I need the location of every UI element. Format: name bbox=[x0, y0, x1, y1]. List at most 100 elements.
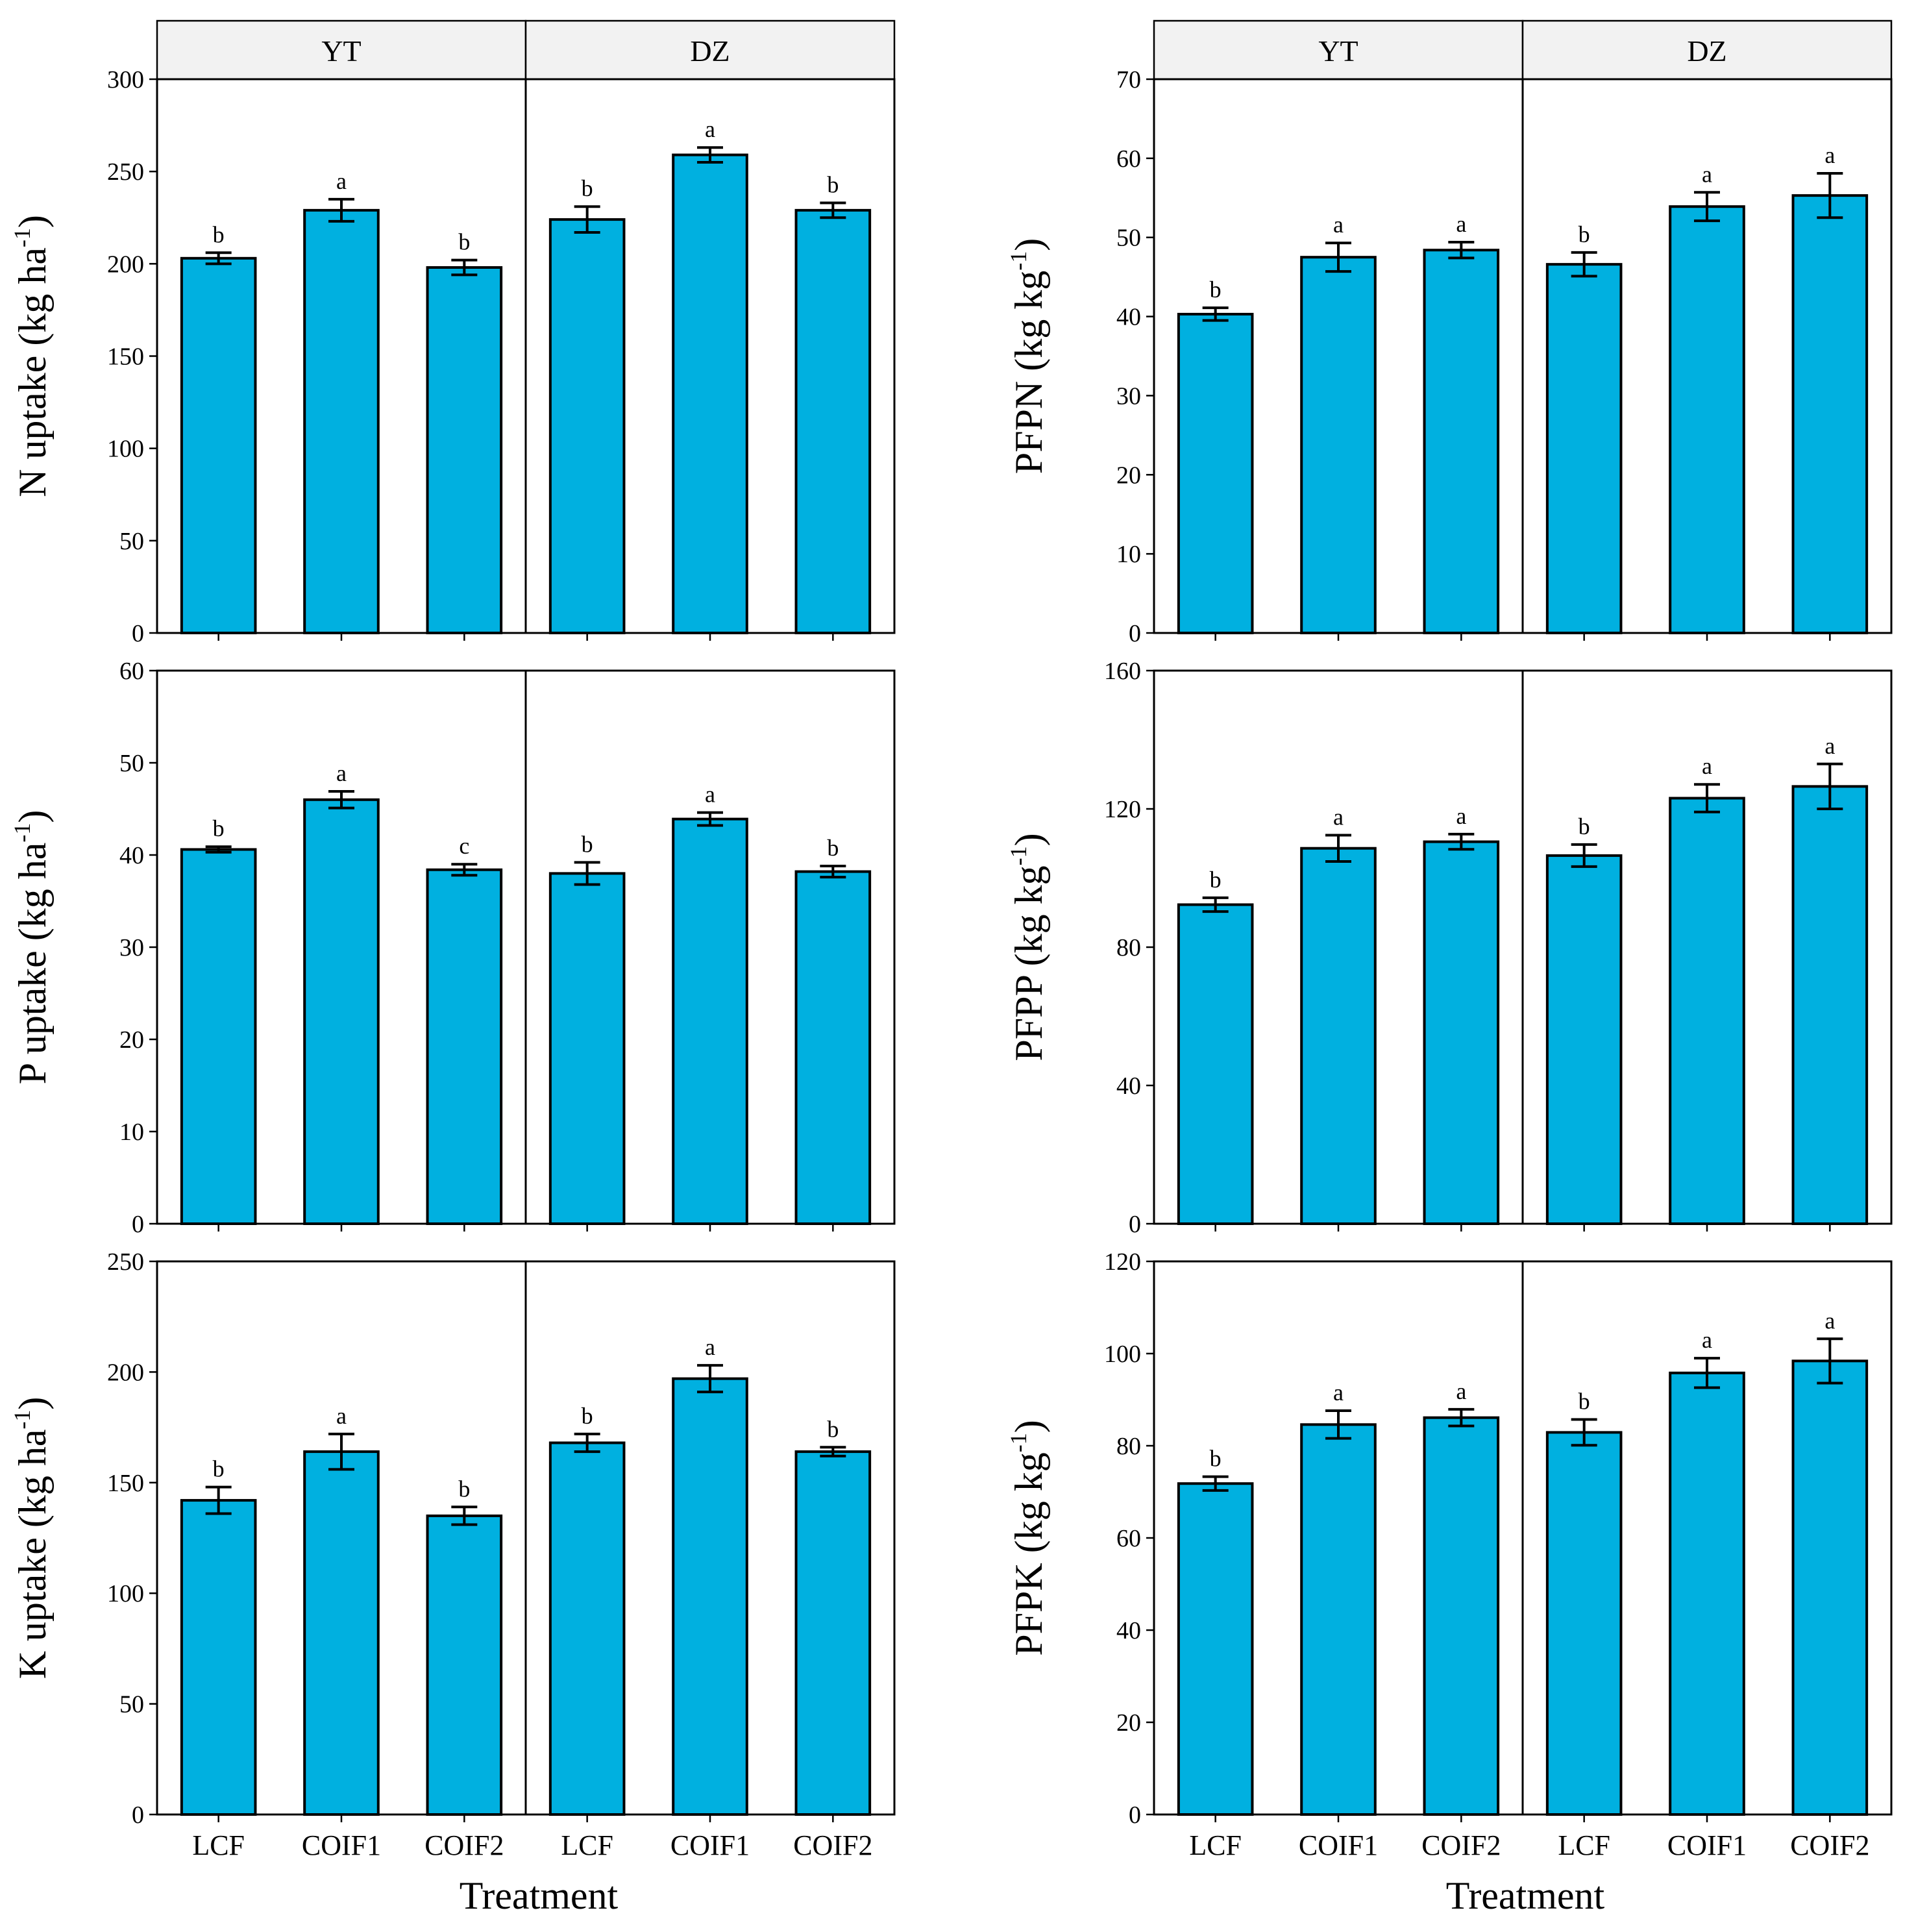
y-tick-label: 50 bbox=[119, 528, 144, 555]
bar-yt-coif2 bbox=[426, 266, 503, 634]
y-axis-title-main: PFPP (kg kg bbox=[1007, 865, 1050, 1061]
y-tick-label: 160 bbox=[1104, 658, 1141, 685]
significance-letter: b bbox=[458, 229, 470, 255]
panel-pfpn: YT DZ 0 10 20 30 40 50 60 70 b a a b a a PFPN (kg kg-1) bbox=[1005, 19, 1893, 647]
y-tick-label: 0 bbox=[1129, 1211, 1141, 1238]
bar-yt-lcf bbox=[1177, 312, 1254, 634]
y-axis-title-main: K uptake (kg ha bbox=[11, 1430, 54, 1679]
significance-letter: b bbox=[1210, 867, 1222, 893]
y-axis-title: PFPP (kg kg-1) bbox=[1005, 833, 1050, 1061]
y-tick-label: 150 bbox=[107, 343, 144, 371]
significance-letter: b bbox=[827, 835, 839, 861]
significance-letter: a bbox=[336, 760, 347, 786]
strip-label-dz: DZ bbox=[1687, 34, 1726, 68]
y-tick-label: 120 bbox=[1104, 1248, 1141, 1276]
y-tick-label: 70 bbox=[1116, 66, 1141, 93]
y-tick-label: 200 bbox=[107, 251, 144, 278]
x-category-label: COIF1 bbox=[302, 1829, 381, 1861]
bar-dz-coif2 bbox=[794, 208, 872, 635]
y-tick-label: 0 bbox=[132, 1802, 144, 1829]
y-axis-title: N uptake (kg ha-1) bbox=[9, 215, 54, 497]
x-category-label: COIF2 bbox=[1790, 1829, 1869, 1861]
y-tick-label: 30 bbox=[1116, 382, 1141, 410]
y-axis-title: K uptake (kg ha-1) bbox=[9, 1397, 54, 1679]
y-axis-title-sup: -1 bbox=[9, 228, 35, 247]
y-axis-title-sup: -1 bbox=[1005, 251, 1031, 271]
bar-yt-coif1 bbox=[1300, 1423, 1377, 1816]
y-tick-label: 150 bbox=[107, 1470, 144, 1497]
y-axis-title-tail: ) bbox=[1007, 238, 1050, 251]
significance-letter: b bbox=[213, 221, 225, 247]
significance-letter: a bbox=[1333, 804, 1344, 830]
bar-yt-lcf bbox=[180, 848, 257, 1225]
significance-letter: a bbox=[1702, 1327, 1712, 1353]
y-axis-title-sup: -1 bbox=[9, 823, 35, 843]
y-tick-label: 50 bbox=[1116, 225, 1141, 252]
y-axis-title-tail: ) bbox=[11, 810, 54, 823]
y-tick-label: 100 bbox=[1104, 1341, 1141, 1368]
y-tick-label: 80 bbox=[1116, 1433, 1141, 1460]
bar-dz-coif1 bbox=[672, 153, 748, 634]
significance-letter: a bbox=[336, 1403, 347, 1429]
significance-letter: a bbox=[1702, 753, 1712, 779]
bar-yt-lcf bbox=[180, 1499, 257, 1816]
y-tick-label: 100 bbox=[107, 436, 144, 463]
bar-yt-coif2 bbox=[1423, 1416, 1500, 1816]
bar-dz-lcf bbox=[548, 1441, 626, 1816]
significance-letter: b bbox=[1578, 1389, 1590, 1415]
y-tick-label: 10 bbox=[1116, 541, 1141, 568]
bar-yt-coif2 bbox=[426, 1514, 503, 1816]
y-axis-title-sup: -1 bbox=[1005, 1433, 1031, 1452]
strip-dz bbox=[524, 19, 896, 80]
x-category-label: COIF2 bbox=[793, 1829, 872, 1861]
x-category-label: LCF bbox=[1558, 1829, 1610, 1861]
x-axis-title: Treatment bbox=[1446, 1874, 1605, 1917]
bar-yt-lcf bbox=[1177, 903, 1254, 1225]
significance-letter: a bbox=[1456, 211, 1466, 237]
bar-dz-coif1 bbox=[672, 817, 748, 1225]
significance-letter: a bbox=[705, 782, 715, 808]
y-tick-label: 0 bbox=[1129, 620, 1141, 647]
significance-letter: b bbox=[827, 172, 839, 198]
strip-label-yt: YT bbox=[1318, 34, 1358, 68]
significance-letter: b bbox=[827, 1416, 839, 1442]
y-tick-label: 40 bbox=[1116, 304, 1141, 331]
bar-yt-coif2 bbox=[1423, 249, 1500, 634]
x-category-label: LCF bbox=[192, 1829, 245, 1861]
y-axis-title-main: PFPN (kg kg bbox=[1007, 271, 1050, 474]
y-axis-title-sup: -1 bbox=[9, 1410, 35, 1430]
x-axis-title: Treatment bbox=[460, 1874, 619, 1917]
bar-yt-lcf bbox=[180, 256, 257, 634]
bar-dz-coif1 bbox=[1669, 205, 1745, 634]
significance-letter: b bbox=[582, 1403, 593, 1429]
y-axis-title-main: P uptake (kg ha bbox=[11, 843, 54, 1085]
bar-dz-coif1 bbox=[672, 1377, 748, 1816]
bar-yt-coif1 bbox=[1300, 847, 1377, 1225]
significance-letter: b bbox=[213, 815, 225, 841]
bar-dz-coif2 bbox=[1791, 1359, 1869, 1816]
panel-p-uptake: 0 10 20 30 40 50 60 b a c b a b P uptake (kg ha-1) bbox=[9, 658, 896, 1238]
significance-letter: b bbox=[213, 1456, 225, 1482]
x-category-label: LCF bbox=[561, 1829, 613, 1861]
x-category-label: COIF2 bbox=[424, 1829, 504, 1861]
y-tick-label: 0 bbox=[132, 1211, 144, 1238]
y-axis-title-main: N uptake (kg ha bbox=[11, 247, 54, 497]
significance-letter: b bbox=[1578, 813, 1590, 839]
bar-dz-coif1 bbox=[1669, 797, 1745, 1226]
strip-label-yt: YT bbox=[321, 34, 361, 68]
y-axis-title-tail: ) bbox=[11, 1397, 54, 1410]
y-tick-label: 10 bbox=[119, 1119, 144, 1146]
y-tick-label: 40 bbox=[1116, 1072, 1141, 1100]
bar-dz-lcf bbox=[1545, 854, 1623, 1225]
significance-letter: b bbox=[1578, 221, 1590, 247]
y-axis-title: PFPK (kg kg-1) bbox=[1005, 1420, 1050, 1655]
y-axis-title: PFPN (kg kg-1) bbox=[1005, 238, 1050, 474]
y-axis-title: P uptake (kg ha-1) bbox=[9, 810, 54, 1085]
significance-letter: b bbox=[582, 175, 593, 201]
strip-label-dz: DZ bbox=[690, 34, 730, 68]
bar-dz-coif1 bbox=[1669, 1371, 1745, 1816]
bar-yt-lcf bbox=[1177, 1482, 1254, 1816]
y-tick-label: 40 bbox=[119, 842, 144, 869]
significance-letter: a bbox=[1824, 733, 1835, 759]
y-tick-label: 120 bbox=[1104, 796, 1141, 823]
